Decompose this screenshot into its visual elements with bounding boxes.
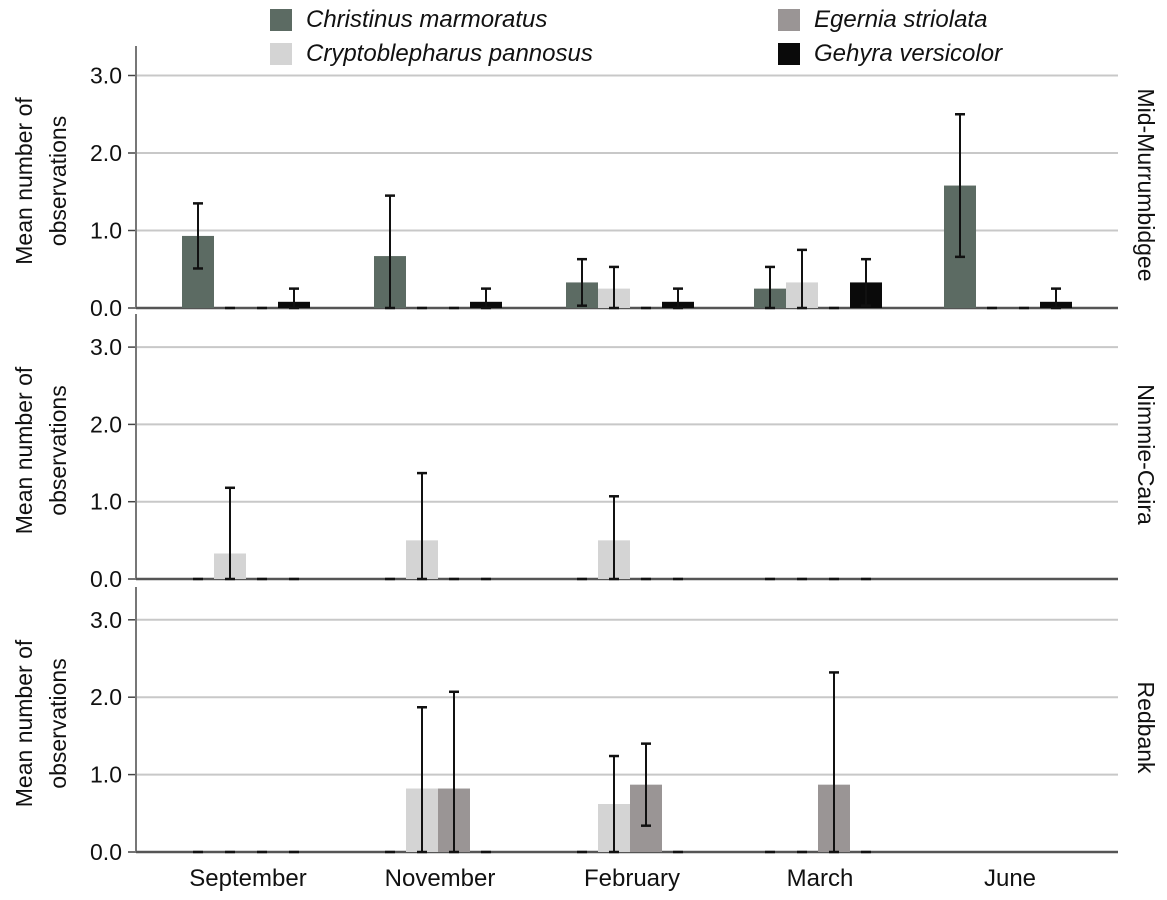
panel-2-y-axis-label: observations — [45, 385, 71, 515]
panel-3-y-tick-label: 0.0 — [90, 839, 122, 865]
panel-2-y-tick-label: 2.0 — [90, 411, 122, 437]
panel-1-y-tick-label: 0.0 — [90, 295, 122, 321]
panel-2-y-axis-label: Mean number of — [11, 366, 37, 534]
panel-3-y-axis-label: observations — [45, 658, 71, 788]
panel-1-y-tick-label: 2.0 — [90, 140, 122, 166]
legend-label-christinus: Christinus marmoratus — [306, 6, 548, 33]
panel-1-y-tick-label: 1.0 — [90, 218, 122, 244]
legend-swatch-cryptoblepharus — [270, 43, 292, 65]
x-tick-label: February — [584, 865, 680, 892]
panel-1-site-label: Mid-Murrumbidgee — [1133, 88, 1159, 281]
x-tick-label: November — [385, 865, 496, 892]
panel-3-site-label: Redbank — [1133, 681, 1159, 774]
legend-item-gehyra: Gehyra versicolor — [778, 40, 1002, 68]
legend-item-egernia: Egernia striolata — [778, 6, 987, 34]
panel-2-y-tick-label: 3.0 — [90, 334, 122, 360]
panel-2-site-label: Nimmie-Caira — [1133, 384, 1159, 525]
legend-label-cryptoblepharus: Cryptoblepharus pannosus — [306, 40, 593, 67]
x-tick-label: September — [189, 865, 306, 892]
panel-3-y-tick-label: 3.0 — [90, 607, 122, 633]
legend-label-gehyra: Gehyra versicolor — [814, 40, 1003, 67]
legend-swatch-christinus — [270, 9, 292, 31]
x-tick-label: June — [984, 865, 1036, 892]
legend-item-cryptoblepharus: Cryptoblepharus pannosus — [270, 40, 593, 68]
legend-swatch-egernia — [778, 9, 800, 31]
panel-2-y-tick-label: 1.0 — [90, 489, 122, 515]
x-tick-label: March — [787, 865, 854, 892]
panel-3-y-axis-label: Mean number of — [11, 639, 37, 807]
legend-swatch-gehyra — [778, 43, 800, 65]
legend-item-christinus: Christinus marmoratus — [270, 6, 547, 34]
legend-label-egernia: Egernia striolata — [814, 6, 988, 33]
panel-1-y-axis-label: observations — [45, 116, 71, 246]
panel-2-y-tick-label: 0.0 — [90, 566, 122, 592]
panel-1-y-tick-label: 3.0 — [90, 63, 122, 89]
panel-3-y-tick-label: 2.0 — [90, 684, 122, 710]
panel-1-y-axis-label: Mean number of — [11, 97, 37, 265]
panel-3-y-tick-label: 1.0 — [90, 762, 122, 788]
